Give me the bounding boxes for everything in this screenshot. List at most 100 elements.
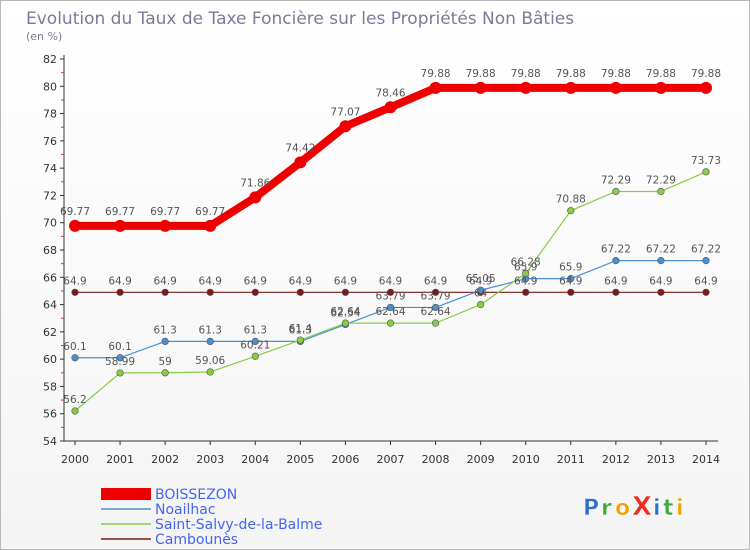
data-label: 64.9: [334, 275, 357, 287]
data-point: [519, 81, 532, 94]
data-point: [477, 286, 485, 294]
data-point: [431, 303, 440, 312]
data-label: 62.64: [421, 306, 451, 318]
data-label: 66.28: [511, 256, 541, 268]
legend-item: BOISSEZON: [101, 487, 237, 503]
data-point: [296, 288, 304, 296]
data-label: 65.05: [466, 273, 496, 285]
data-label: 59: [158, 356, 171, 368]
data-point: [522, 269, 530, 278]
x-tick-label: 2003: [196, 453, 224, 466]
data-point: [654, 81, 667, 94]
data-label: 79.88: [601, 68, 631, 80]
x-tick-label: 2000: [61, 453, 89, 466]
data-point: [657, 187, 665, 196]
data-point: [386, 303, 395, 312]
data-point: [161, 337, 169, 346]
data-point: [474, 81, 487, 94]
y-tick-label: 64: [43, 299, 57, 312]
data-label: 60.1: [63, 341, 86, 353]
legend-label: Cambounès: [155, 532, 238, 548]
y-tick-label: 82: [43, 53, 57, 66]
data-label: 64.9: [424, 275, 447, 287]
data-point: [71, 354, 79, 362]
data-point: [71, 288, 79, 296]
data-point: [567, 275, 575, 283]
data-label: 56.2: [63, 394, 86, 406]
logo-letter: i: [676, 496, 684, 521]
series-camboun-s: [71, 288, 710, 296]
data-label: 74.42: [285, 142, 315, 154]
data-point: [702, 257, 710, 265]
data-label: 64.9: [153, 275, 176, 287]
data-point: [116, 288, 124, 296]
x-tick-label: 2012: [602, 453, 630, 466]
series-saint-salvy-de-la-balme: [71, 168, 710, 415]
data-label: 79.88: [466, 68, 496, 80]
chart-subtitle: (en %): [26, 30, 62, 43]
data-point: [341, 288, 350, 296]
logo-letter: i: [653, 496, 661, 521]
x-tick-label: 2011: [557, 453, 585, 466]
data-label: 60.1: [108, 341, 131, 353]
data-label: 79.88: [511, 68, 541, 80]
legend-item: Saint-Salvy-de-la-Balme: [101, 517, 322, 533]
data-label: 61.4: [289, 323, 313, 335]
data-label: 69.77: [105, 206, 135, 218]
x-tick-label: 2004: [241, 453, 269, 466]
logo-letter: o: [615, 496, 630, 521]
data-label: 60.21: [240, 339, 270, 351]
data-label: 79.88: [556, 68, 586, 80]
data-point: [296, 336, 304, 344]
data-label: 59.06: [195, 355, 225, 367]
x-tick-label: 2005: [286, 453, 314, 466]
data-label: 62.54: [330, 307, 360, 319]
data-label: 65.9: [514, 262, 537, 274]
data-point: [251, 352, 259, 360]
x-tick-label: 2013: [647, 453, 675, 466]
logo-letter: r: [601, 496, 612, 521]
data-label: 61.3: [199, 324, 222, 336]
data-label: 64.9: [244, 275, 267, 287]
data-label: 61.3: [153, 324, 176, 336]
data-point: [567, 207, 575, 215]
data-point: [206, 337, 214, 346]
legend-label: BOISSEZON: [155, 487, 237, 503]
data-point: [116, 369, 124, 377]
x-tick-label: 2001: [106, 453, 134, 466]
legend-label: Saint-Salvy-de-la-Balme: [155, 517, 322, 533]
data-label: 64.9: [694, 275, 717, 287]
data-point: [204, 219, 217, 232]
x-tick-label: 2008: [422, 453, 450, 466]
logo-letter: P: [583, 496, 599, 521]
y-tick-label: 70: [43, 217, 57, 230]
data-label: 73.73: [691, 155, 721, 167]
data-label: 62.64: [375, 306, 405, 318]
legend-item: Cambounès: [101, 532, 238, 548]
data-labels: 64.9 64.9 64.9 64.9 64.9 64.9 64.9 64.9 64.9 64.9…: [60, 68, 721, 406]
data-label: 64.9: [469, 275, 492, 287]
y-tick-label: 60: [43, 353, 57, 366]
data-point: [477, 300, 485, 309]
legend-item: Noailhac: [101, 502, 216, 518]
y-tick-label: 72: [43, 189, 57, 202]
data-point: [609, 81, 622, 94]
y-tick-label: 80: [43, 80, 57, 93]
data-point: [161, 288, 169, 296]
x-tick-label: 2014: [692, 453, 720, 466]
data-label: 79.88: [421, 68, 451, 80]
data-label: 70.88: [556, 194, 586, 206]
legend-swatch: [101, 488, 151, 500]
logo-letter: X: [632, 492, 652, 522]
data-point: [612, 257, 620, 265]
data-point: [339, 120, 352, 133]
data-point: [251, 288, 259, 296]
y-tick-label: 78: [43, 108, 57, 121]
data-label: 67.22: [646, 244, 676, 256]
data-label: 63.79: [375, 290, 405, 302]
data-point: [612, 288, 620, 296]
data-point: [386, 288, 395, 296]
data-point: [700, 81, 712, 94]
data-point: [341, 319, 350, 327]
data-label: 58.99: [105, 356, 135, 368]
